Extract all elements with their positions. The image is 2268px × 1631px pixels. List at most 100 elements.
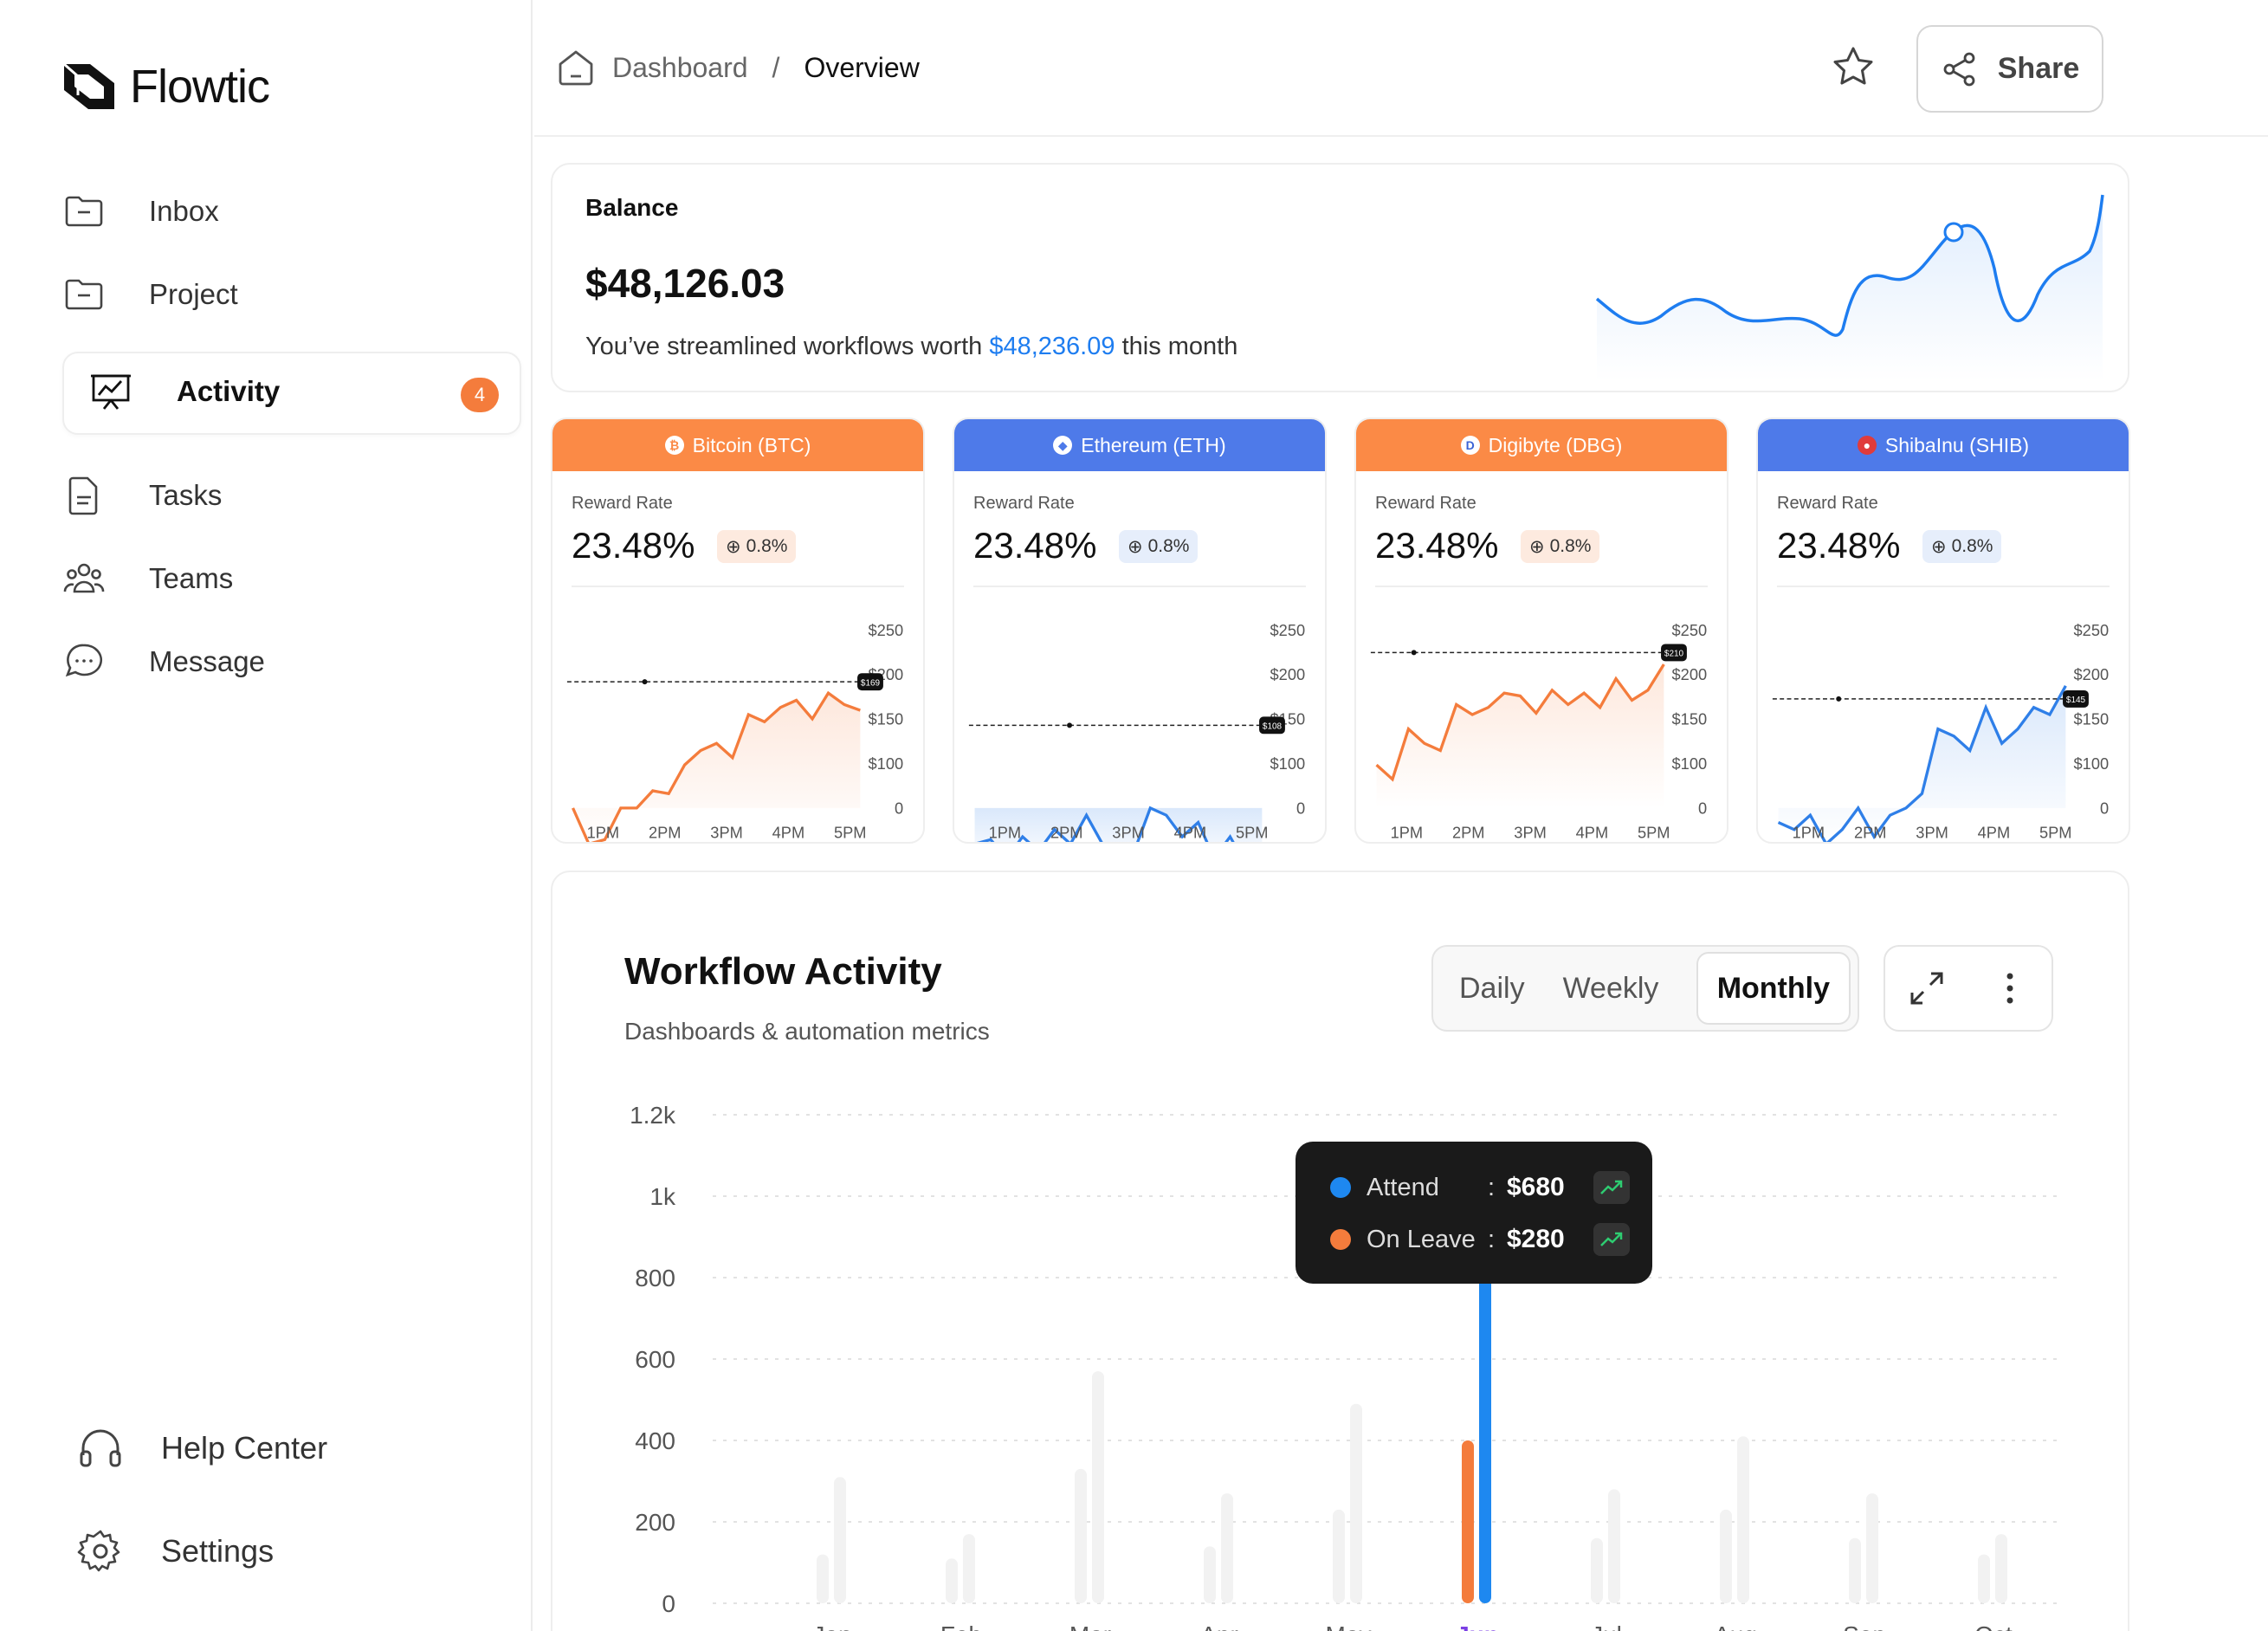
sidebar-item-help-center[interactable]: Help Center (76, 1424, 327, 1472)
bar-on-leave[interactable] (1204, 1546, 1216, 1603)
brand-name: Flowtic (130, 61, 270, 113)
sidebar-item-teams[interactable]: Teams (62, 553, 233, 605)
breadcrumb-overview: Overview (804, 51, 920, 83)
bar-attend[interactable] (963, 1534, 975, 1603)
bar-on-leave[interactable] (1849, 1537, 1861, 1603)
coin-card-bitcoin[interactable]: ₿ Bitcoin (BTC) Reward Rate 23.48% ⊕ 0.8% … (551, 417, 925, 844)
bar-on-leave[interactable] (1075, 1468, 1087, 1603)
sidebar-item-inbox[interactable]: Inbox (62, 185, 219, 237)
coin-card-shibainu[interactable]: ● ShibaInu (SHIB) Reward Rate 23.48% ⊕ 0.8… (1756, 417, 2130, 844)
mini-marker-dot[interactable] (1411, 650, 1417, 656)
mini-y-tick: $150 (869, 710, 904, 728)
coin-card-ethereum[interactable]: ◆ Ethereum (ETH) Reward Rate 23.48% ⊕ 0.8%… (953, 417, 1327, 844)
reward-rate-value: 23.48% (572, 525, 695, 566)
rate-change-badge: ⊕ 0.8% (1521, 530, 1600, 563)
bar-attend[interactable] (1350, 1403, 1362, 1603)
rate-change-badge: ⊕ 0.8% (717, 530, 797, 563)
share-button[interactable]: Share (1916, 25, 2103, 113)
breadcrumb-separator: / (772, 51, 780, 83)
bar-on-leave[interactable] (1978, 1554, 1990, 1603)
breadcrumb-dashboard[interactable]: Dashboard (612, 51, 748, 83)
bar-attend[interactable] (834, 1477, 846, 1603)
coin-card-digibyte[interactable]: D Digibyte (DBG) Reward Rate 23.48% ⊕ 0.8%… (1354, 417, 1728, 844)
tab-weekly[interactable]: Weekly (1562, 971, 1659, 1005)
mini-chart-line (572, 690, 861, 842)
sparkline-marker[interactable] (1943, 222, 1964, 243)
coin-mini-chart: $250 $200 $150 $100 0 1PM 2PM 3PM 4PM 5PM $210 (1370, 621, 1708, 842)
mini-marker-dot[interactable] (1067, 722, 1073, 728)
y-tick-label: 200 (635, 1509, 675, 1536)
mini-y-tick: $250 (1672, 621, 1708, 639)
mini-chart-area (1376, 663, 1664, 808)
bar-on-leave[interactable] (946, 1558, 958, 1603)
mini-x-tick: 5PM (1236, 824, 1269, 842)
bar-attend[interactable] (1995, 1534, 2007, 1603)
reward-rate-label: Reward Rate (973, 494, 1075, 513)
presentation-chart-icon (91, 374, 131, 410)
sidebar-item-label: Settings (161, 1533, 275, 1569)
bar-on-leave[interactable] (1720, 1509, 1732, 1603)
trend-up-icon (1593, 1171, 1630, 1204)
activity-count-badge: 4 (461, 378, 499, 412)
sidebar-item-project[interactable]: Project (62, 269, 238, 320)
balance-summary-suffix: this month (1115, 333, 1238, 360)
balance-summary-prefix: You’ve streamlined workflows worth (585, 333, 990, 360)
bar-attend[interactable] (1221, 1493, 1233, 1603)
tab-daily[interactable]: Daily (1459, 971, 1525, 1005)
mini-x-tick: 2PM (1452, 824, 1485, 842)
mini-y-tick: $100 (2074, 754, 2110, 773)
folder-icon (65, 196, 103, 227)
mini-marker-dot[interactable] (1836, 696, 1842, 702)
users-icon (63, 563, 105, 593)
mini-x-tick: 5PM (2039, 824, 2072, 842)
expand-icon[interactable] (1905, 967, 1948, 1010)
tooltip-series-name: On Leave (1367, 1225, 1476, 1253)
digibyte-icon: D (1460, 436, 1480, 455)
balance-summary-highlight[interactable]: $48,236.09 (989, 333, 1115, 360)
arrow-up-circle-icon: ⊕ (1529, 536, 1545, 557)
mini-marker-dot[interactable] (642, 679, 648, 685)
mini-x-tick: 2PM (1854, 824, 1887, 842)
bar-on-leave[interactable] (1591, 1537, 1603, 1603)
bar-attend[interactable] (1866, 1493, 1878, 1603)
bar-on-leave[interactable] (1462, 1440, 1474, 1603)
rate-change-value: 0.8% (1147, 536, 1190, 556)
mini-x-tick: 4PM (1978, 824, 2011, 842)
balance-card: Balance $48,126.03 You’ve streamlined wo… (551, 163, 2129, 392)
star-icon[interactable] (1829, 43, 1877, 92)
bar-attend[interactable] (1092, 1371, 1104, 1603)
bar-attend[interactable] (1737, 1436, 1749, 1603)
mini-marker-label: $145 (2066, 696, 2086, 705)
more-vertical-icon[interactable] (1988, 967, 2032, 1010)
coin-card-header: ◆ Ethereum (ETH) (954, 419, 1325, 471)
bar-on-leave[interactable] (1333, 1509, 1345, 1603)
x-tick-label: Apr (1200, 1621, 1238, 1631)
coin-mini-chart: $250 $200 $150 $100 0 1PM 2PM 3PM 4PM 5PM $145 (1772, 621, 2110, 842)
bar-on-leave[interactable] (817, 1554, 829, 1603)
sidebar-item-label: Teams (149, 562, 234, 594)
mini-chart-area (974, 807, 1263, 842)
mini-chart-line (1375, 663, 1665, 782)
mini-y-tick: $100 (1270, 754, 1306, 773)
sidebar-item-settings[interactable]: Settings (76, 1527, 274, 1576)
rate-change-value: 0.8% (746, 536, 788, 556)
mini-chart-line (1777, 685, 2067, 842)
x-tick-label: Sep (1843, 1621, 1886, 1631)
shibainu-icon: ● (1857, 436, 1877, 455)
sidebar-item-activity[interactable]: Activity 4 (62, 352, 521, 435)
sidebar-item-tasks[interactable]: Tasks (62, 469, 222, 521)
mini-y-tick: $200 (1672, 665, 1708, 683)
mini-chart-area (572, 693, 861, 842)
sidebar-item-message[interactable]: Message (62, 636, 265, 688)
rate-change-badge: ⊕ 0.8% (1119, 530, 1199, 563)
x-tick-label: Feb (940, 1621, 982, 1631)
mini-marker-label: $210 (1664, 650, 1684, 659)
bar-attend[interactable] (1608, 1489, 1620, 1603)
mini-x-tick: 2PM (649, 824, 682, 842)
home-icon (559, 50, 593, 86)
brand-logo[interactable]: Flowtic (61, 59, 270, 114)
coin-name: Bitcoin (BTC) (692, 433, 811, 456)
tab-monthly[interactable]: Monthly (1696, 952, 1851, 1025)
mini-x-tick: 4PM (772, 824, 805, 842)
